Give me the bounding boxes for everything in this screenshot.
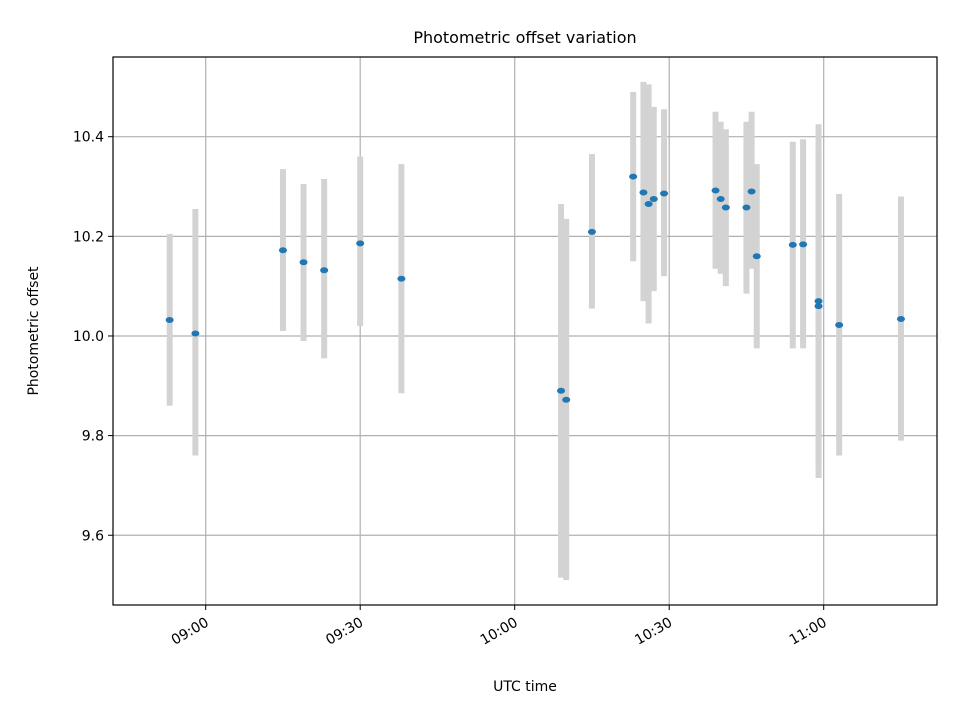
x-axis-label: UTC time xyxy=(493,679,557,695)
data-point xyxy=(299,259,308,266)
data-point xyxy=(557,387,566,394)
data-point xyxy=(639,189,648,196)
y-tick-label: 10.0 xyxy=(73,329,104,345)
grid-layer xyxy=(113,57,937,605)
y-tick-label: 10.2 xyxy=(73,229,104,245)
data-point xyxy=(165,317,174,324)
chart-title: Photometric offset variation xyxy=(413,28,636,47)
data-point xyxy=(716,195,725,202)
data-point xyxy=(747,188,756,195)
data-point xyxy=(397,275,406,282)
data-point xyxy=(660,190,669,197)
y-tick-label: 9.6 xyxy=(82,528,104,544)
data-point xyxy=(644,200,653,207)
plot-frame xyxy=(112,56,938,606)
data-point xyxy=(562,396,571,403)
data-point xyxy=(711,187,720,194)
y-tick-label: 10.4 xyxy=(73,130,104,146)
data-point xyxy=(742,204,751,211)
data-point xyxy=(587,228,596,235)
data-point xyxy=(799,241,808,248)
y-tick-label: 9.8 xyxy=(82,429,104,445)
data-point xyxy=(356,240,365,247)
point-layer xyxy=(165,173,905,403)
data-point xyxy=(320,267,329,274)
data-point xyxy=(649,195,658,202)
data-point xyxy=(835,322,844,329)
y-axis-label: Photometric offset xyxy=(26,266,42,396)
data-point xyxy=(752,253,761,260)
data-point xyxy=(788,241,797,248)
data-point xyxy=(191,330,200,337)
data-point xyxy=(896,316,905,323)
data-point xyxy=(629,173,638,180)
data-point xyxy=(814,298,823,305)
data-point xyxy=(814,303,823,310)
data-point xyxy=(721,204,730,211)
data-point xyxy=(278,247,287,254)
